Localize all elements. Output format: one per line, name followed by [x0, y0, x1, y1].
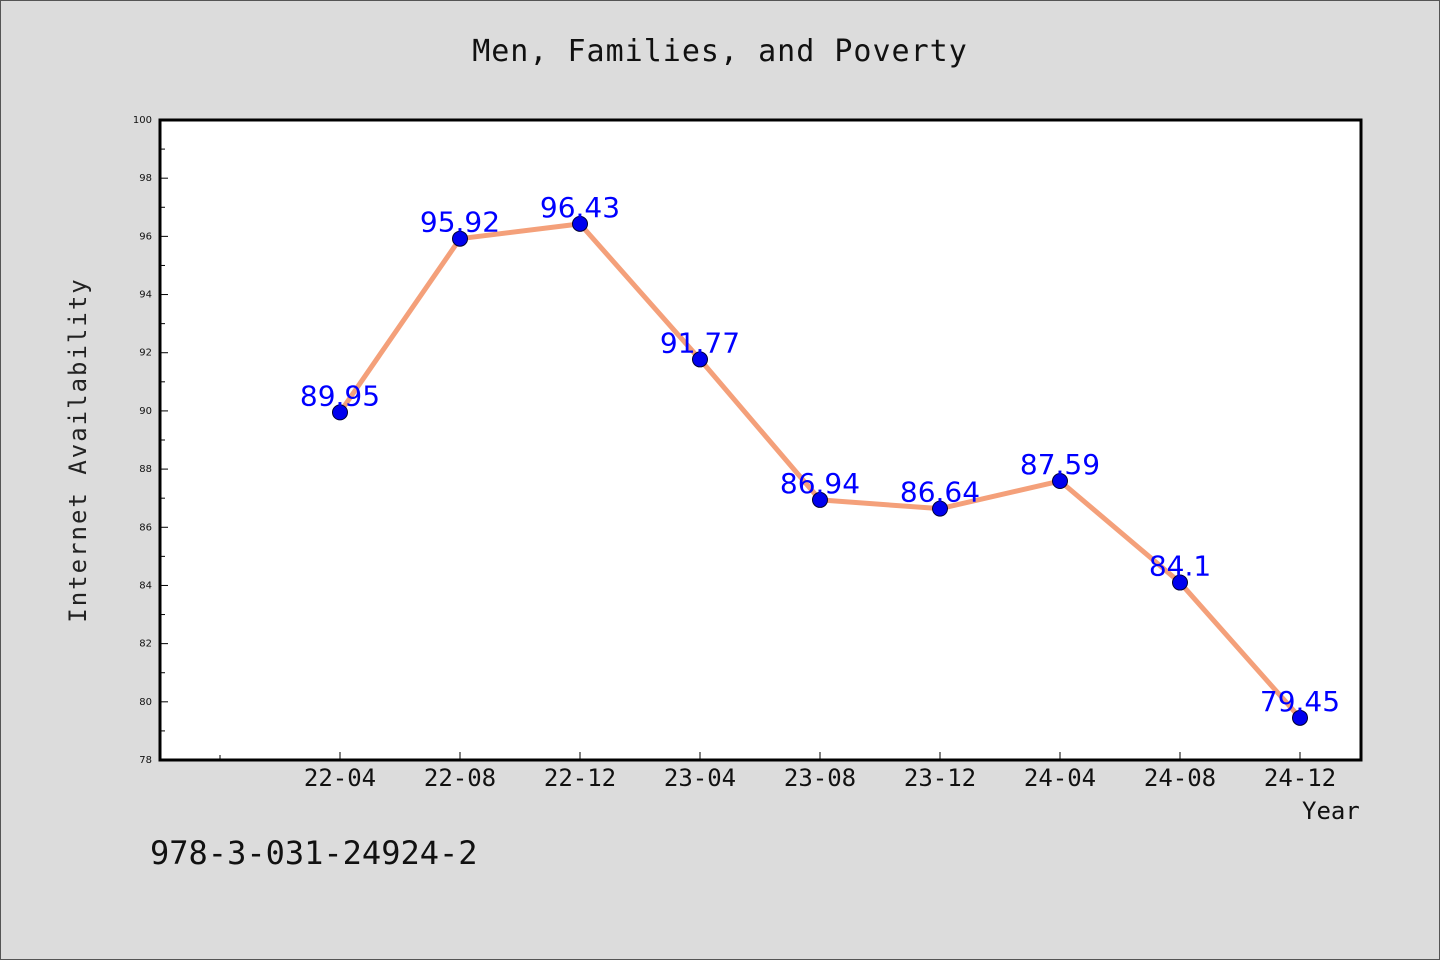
data-point [1052, 473, 1068, 490]
data-label: 86.64 [900, 476, 980, 509]
axis-ticks: 78 80 82 84 86 88 90 92 94 96 98 100 22-04 22-08 22-12… [133, 115, 1336, 792]
chart-title: Men, Families, and Poverty [472, 34, 968, 69]
x-tick-label: 24-04 [1024, 764, 1096, 792]
y-tick-label: 98 [139, 173, 152, 184]
data-point [332, 404, 348, 421]
x-tick-label: 23-12 [904, 764, 976, 792]
plot-area [158, 118, 1363, 762]
y-tick-label: 78 [139, 755, 152, 766]
y-tick-label: 96 [139, 231, 152, 242]
data-point [812, 491, 828, 508]
x-tick-label: 24-08 [1144, 764, 1216, 792]
y-tick-label: 100 [133, 115, 152, 126]
y-axis-title: Internet Availability [64, 277, 92, 623]
data-labels: 89.95 95.92 96.43 91.77 86.94 86.64 87.59 84.1 7… [300, 191, 1340, 718]
x-axis-title: Year [1302, 797, 1360, 825]
y-tick-label: 84 [139, 580, 152, 591]
data-point [932, 500, 948, 517]
x-tick-label: 23-08 [784, 764, 856, 792]
series-layer [332, 215, 1308, 726]
data-label: 84.1 [1149, 550, 1211, 583]
y-tick-label: 88 [139, 464, 152, 475]
data-point [452, 230, 468, 247]
data-point [1172, 574, 1188, 591]
data-label: 95.92 [420, 206, 500, 239]
isbn-footnote: 978-3-031-24924-2 [150, 834, 478, 872]
data-point [692, 351, 708, 368]
data-label: 86.94 [780, 467, 860, 500]
data-label: 79.45 [1260, 685, 1340, 718]
y-tick-label: 86 [139, 522, 152, 533]
y-tick-label: 94 [139, 290, 152, 301]
y-tick-label: 80 [139, 697, 152, 708]
data-point [572, 215, 588, 232]
x-tick-label: 22-12 [544, 764, 616, 792]
data-label: 89.95 [300, 379, 380, 412]
data-label: 96.43 [540, 191, 620, 224]
y-tick-label: 90 [139, 406, 152, 417]
data-label: 91.77 [660, 326, 740, 359]
x-tick-label: 22-04 [304, 764, 376, 792]
data-label: 87.59 [1020, 448, 1100, 481]
x-tick-label: 24-12 [1264, 764, 1336, 792]
x-tick-label: 23-04 [664, 764, 736, 792]
data-point [1292, 709, 1308, 726]
y-tick-label: 92 [139, 348, 152, 359]
y-tick-label: 82 [139, 639, 152, 650]
x-tick-label: 22-08 [424, 764, 496, 792]
